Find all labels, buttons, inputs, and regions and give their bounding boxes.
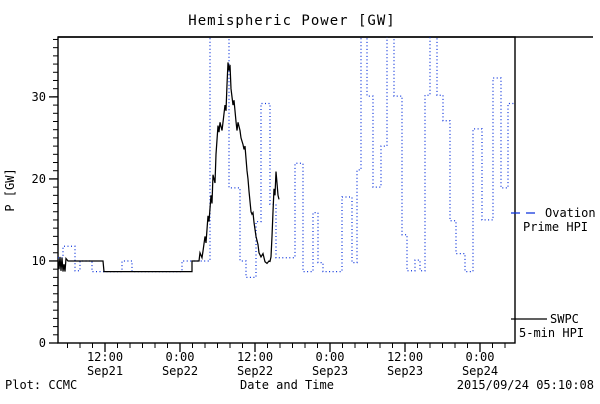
y-tick-label: 0 (39, 336, 46, 350)
y-axis-label: P [GW] (3, 168, 17, 211)
swpc-legend-label-line2: 5-min HPI (519, 326, 584, 340)
legend-ovation: Ovation Prime HPI (511, 206, 596, 234)
timestamp: 2015/09/24 05:10:08 (457, 378, 594, 392)
x-tick-time-label: 12:00 (387, 350, 423, 364)
ovation-legend-label-line1: Ovation (545, 206, 596, 220)
y-tick-label: 10 (32, 254, 46, 268)
x-tick-time-label: 0:00 (316, 350, 345, 364)
x-tick-time-label: 0:00 (466, 350, 495, 364)
legend-swpc: SWPC 5-min HPI (511, 312, 584, 340)
y-tick-label: 20 (32, 172, 46, 186)
x-tick-time-label: 0:00 (166, 350, 195, 364)
swpc-series-path (58, 62, 280, 273)
plot-credit: Plot: CCMC (5, 378, 77, 392)
x-tick-date-label: Sep23 (387, 364, 423, 378)
x-axis-label: Date and Time (240, 378, 334, 392)
x-tick-date-label: Sep22 (162, 364, 198, 378)
data-series (58, 37, 515, 279)
axis-ticks: 010203012:00Sep210:00Sep2212:00Sep220:00… (32, 38, 506, 378)
ovation-series-path (58, 37, 515, 279)
x-tick-time-label: 12:00 (237, 350, 273, 364)
x-tick-date-label: Sep24 (462, 364, 498, 378)
swpc-legend-label-line1: SWPC (550, 312, 579, 326)
chart-title: Hemispheric Power [GW] (188, 13, 395, 29)
x-tick-time-label: 12:00 (87, 350, 123, 364)
x-tick-date-label: Sep23 (312, 364, 348, 378)
x-tick-date-label: Sep21 (87, 364, 123, 378)
x-tick-date-label: Sep22 (237, 364, 273, 378)
y-tick-label: 30 (32, 90, 46, 104)
ovation-legend-label-line2: Prime HPI (523, 220, 588, 234)
plot-frame (57, 36, 516, 344)
